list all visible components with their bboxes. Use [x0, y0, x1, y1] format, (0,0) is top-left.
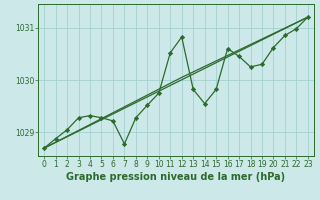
- X-axis label: Graphe pression niveau de la mer (hPa): Graphe pression niveau de la mer (hPa): [67, 172, 285, 182]
